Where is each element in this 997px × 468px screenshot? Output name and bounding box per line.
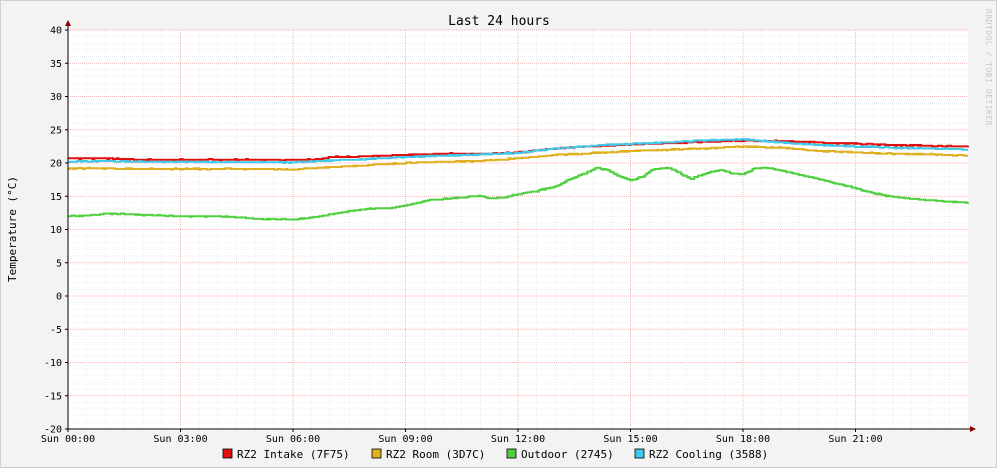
y-tick-label: 5 <box>56 258 62 269</box>
legend-swatch-3 <box>506 448 517 459</box>
rrdtool-watermark: RRDTOOL / TOBI OETIKER <box>984 9 993 126</box>
x-tick-label: Sun 09:00 <box>378 434 432 445</box>
y-axis-label: Temperature (°C) <box>6 176 19 282</box>
y-tick-label: -15 <box>44 391 62 402</box>
grid <box>67 29 968 430</box>
x-tick-label: Sun 03:00 <box>153 434 207 445</box>
y-tick-label: 35 <box>50 59 62 70</box>
legend-label-2: RZ2 Room (3D7C) <box>386 448 485 461</box>
x-axis-arrow <box>970 426 976 432</box>
y-axis-arrow <box>65 20 71 26</box>
y-tick-label: 25 <box>50 125 62 136</box>
x-tick-label: Sun 15:00 <box>603 434 657 445</box>
chart-title: Last 24 hours <box>448 14 550 29</box>
y-tick-label: 10 <box>50 225 62 236</box>
legend-swatch-1 <box>222 448 233 459</box>
series-line-3 <box>68 166 969 221</box>
x-tick-label: Sun 12:00 <box>491 434 545 445</box>
legend: RZ2 Intake (7F75) RZ2 Room (3D7C) Outdoor … <box>222 448 768 461</box>
x-tick-label: Sun 18:00 <box>716 434 770 445</box>
series-line-4 <box>68 138 968 164</box>
y-tick-label: -10 <box>44 358 62 369</box>
y-tick-label: -5 <box>50 325 62 336</box>
series-line-2 <box>68 145 968 171</box>
y-tick-label: 20 <box>50 159 62 170</box>
legend-swatch-4 <box>634 448 645 459</box>
legend-swatch-2 <box>371 448 382 459</box>
legend-label-3: Outdoor (2745) <box>521 448 614 461</box>
y-tick-label: 30 <box>50 92 62 103</box>
series-lines <box>68 138 969 221</box>
legend-label-1: RZ2 Intake (7F75) <box>237 448 350 461</box>
x-tick-label: Sun 06:00 <box>266 434 320 445</box>
y-tick-label: 0 <box>56 292 62 303</box>
y-tick-label: 15 <box>50 192 62 203</box>
y-tick-label: -20 <box>44 425 62 436</box>
x-tick-label: Sun 21:00 <box>828 434 882 445</box>
y-tick-label: 40 <box>50 26 62 37</box>
x-tick-label: Sun 00:00 <box>41 434 95 445</box>
legend-label-4: RZ2 Cooling (3588) <box>649 448 768 461</box>
